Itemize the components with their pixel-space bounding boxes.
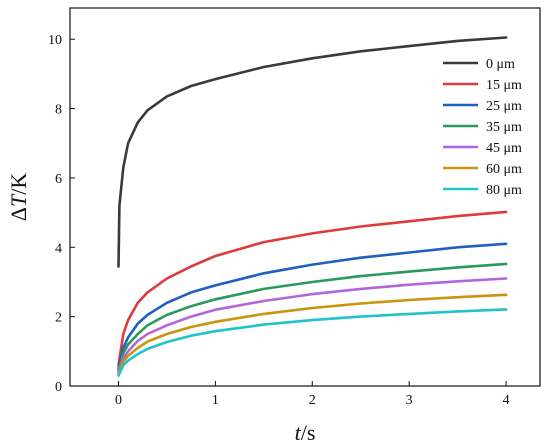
x-axis-unit: /s xyxy=(301,420,316,445)
y-tick-label: 2 xyxy=(55,311,62,326)
legend-label: 25 μm xyxy=(486,99,522,114)
x-tick-label: 0 xyxy=(115,393,122,408)
series-line-5 xyxy=(117,293,508,376)
legend-label: 15 μm xyxy=(486,78,522,93)
x-axis-symbol: t xyxy=(295,420,302,445)
x-axis-ticks: 0 1 2 3 4 xyxy=(115,381,510,408)
y-axis-symbol: T xyxy=(6,193,31,207)
legend-label: 45 μm xyxy=(486,141,522,156)
y-tick-label: 0 xyxy=(55,380,62,395)
y-tick-label: 10 xyxy=(48,33,62,48)
legend-label: 60 μm xyxy=(486,162,522,177)
x-tick-label: 3 xyxy=(406,393,413,408)
legend: 0 μm 15 μm 25 μm 35 μm 45 μm 60 μm 80 μm xyxy=(443,57,522,198)
y-tick-label: 8 xyxy=(55,103,62,118)
x-tick-label: 1 xyxy=(212,393,219,408)
series-layer xyxy=(117,36,508,377)
y-axis-title: ΔT/K xyxy=(6,173,31,222)
series-line-6 xyxy=(117,308,508,377)
legend-label: 0 μm xyxy=(486,57,515,72)
y-axis-unit: /K xyxy=(6,173,31,195)
legend-label: 80 μm xyxy=(486,183,522,198)
y-tick-label: 6 xyxy=(55,172,62,187)
series-line-0 xyxy=(117,36,508,268)
series-line-2 xyxy=(117,242,508,371)
series-line-4 xyxy=(117,277,508,374)
plot-frame xyxy=(69,7,541,387)
series-line-1 xyxy=(117,210,508,367)
legend-label: 35 μm xyxy=(486,120,522,135)
y-axis-prefix: Δ xyxy=(6,207,31,221)
x-tick-label: 4 xyxy=(503,393,510,408)
x-tick-label: 2 xyxy=(309,393,316,408)
series-line-3 xyxy=(117,262,508,372)
y-axis-ticks: 0 2 4 6 8 10 xyxy=(48,33,75,395)
x-axis-title: t/s xyxy=(295,420,316,445)
y-tick-label: 4 xyxy=(55,241,62,256)
